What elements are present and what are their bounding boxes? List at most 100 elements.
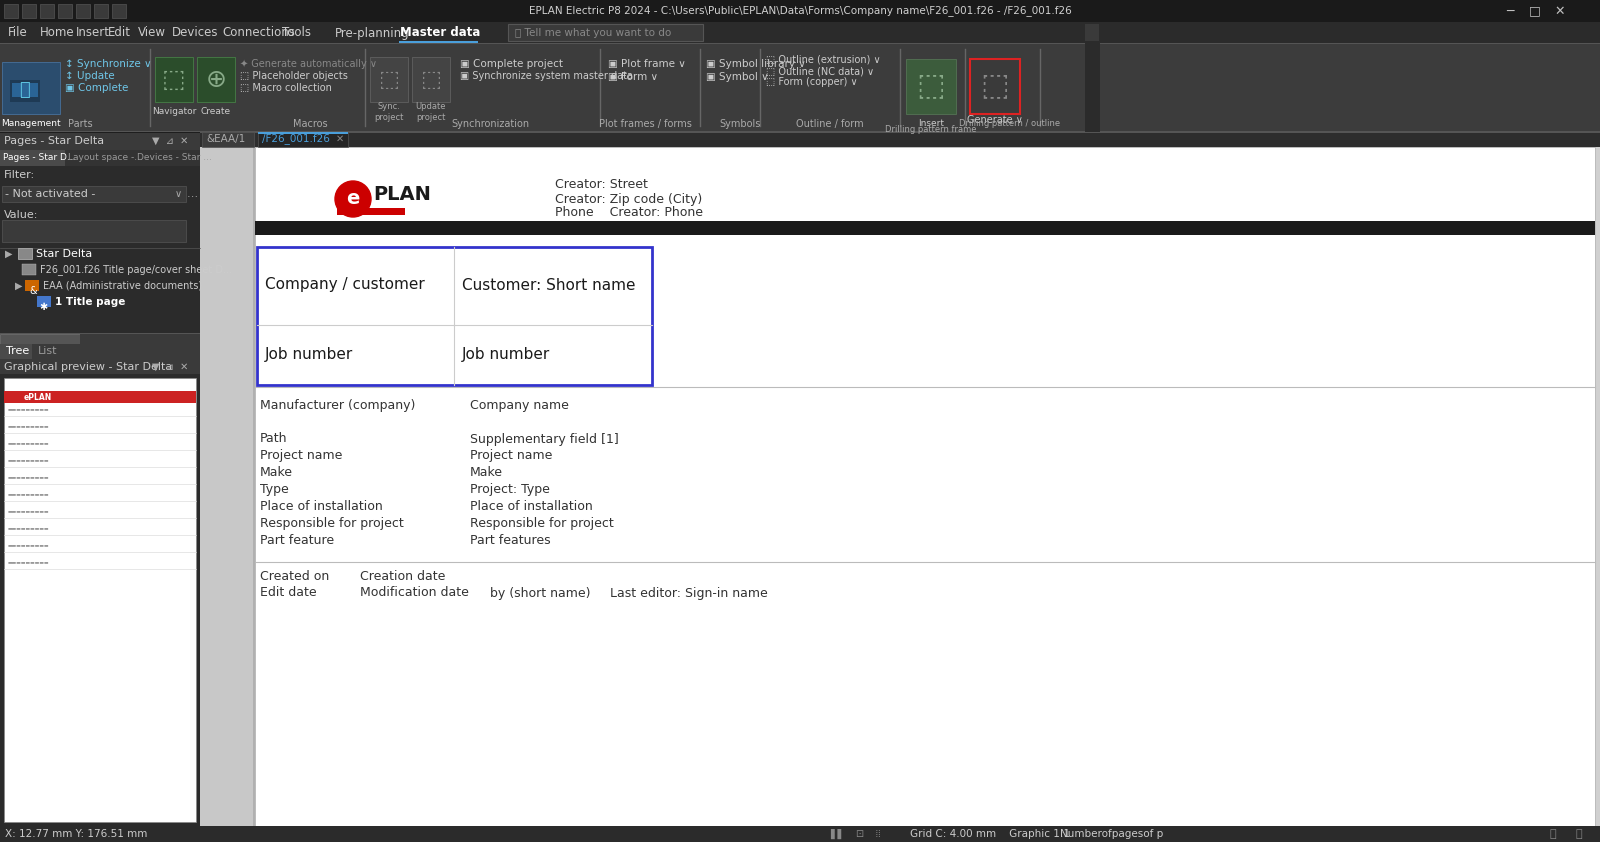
Bar bbox=[200, 147, 1600, 826]
Text: ▣ Plot frame ∨: ▣ Plot frame ∨ bbox=[608, 59, 686, 69]
Text: Master data: Master data bbox=[400, 26, 480, 40]
Text: ▣ Form ∨: ▣ Form ∨ bbox=[608, 72, 658, 82]
Bar bbox=[155, 57, 194, 102]
Text: ▬▬▬▬▬▬▬▬▬: ▬▬▬▬▬▬▬▬▬ bbox=[8, 559, 50, 564]
Text: e: e bbox=[346, 189, 360, 209]
Text: 🔍: 🔍 bbox=[1574, 829, 1582, 839]
Text: Layout space -...: Layout space -... bbox=[67, 153, 142, 163]
Text: Devices: Devices bbox=[173, 26, 219, 40]
Bar bbox=[258, 132, 349, 147]
Bar bbox=[413, 57, 450, 102]
Text: ▣ Symbol library ∨: ▣ Symbol library ∨ bbox=[706, 59, 806, 69]
Text: Graphical preview - Star Delta: Graphical preview - Star Delta bbox=[3, 362, 173, 372]
Bar bbox=[509, 24, 702, 41]
Text: ⬚ Outline (extrusion) ∨: ⬚ Outline (extrusion) ∨ bbox=[766, 55, 880, 65]
Text: ▣ Complete: ▣ Complete bbox=[66, 83, 128, 93]
Text: Devices - Star ...: Devices - Star ... bbox=[138, 153, 211, 163]
Bar bbox=[10, 80, 40, 102]
Text: Company / customer: Company / customer bbox=[266, 278, 424, 292]
Text: ⬚: ⬚ bbox=[421, 70, 442, 90]
Text: ✕: ✕ bbox=[1555, 4, 1565, 18]
Text: Last editor: Sign-in name: Last editor: Sign-in name bbox=[610, 587, 768, 600]
Text: ▌▌: ▌▌ bbox=[830, 829, 845, 839]
Text: /F26_001.f26: /F26_001.f26 bbox=[262, 134, 330, 145]
Text: Path: Path bbox=[259, 433, 288, 445]
Text: Plot frames / forms: Plot frames / forms bbox=[598, 119, 691, 129]
Text: Home: Home bbox=[40, 26, 75, 40]
Text: Edit: Edit bbox=[109, 26, 131, 40]
Text: View: View bbox=[138, 26, 166, 40]
Text: Tools: Tools bbox=[282, 26, 310, 40]
Text: ▬▬▬▬▬▬▬▬▬: ▬▬▬▬▬▬▬▬▬ bbox=[8, 542, 50, 547]
Text: ▬▬▬▬▬▬▬▬▬: ▬▬▬▬▬▬▬▬▬ bbox=[8, 509, 50, 514]
Bar bbox=[0, 334, 80, 344]
Text: by (short name): by (short name) bbox=[490, 587, 590, 600]
Text: ▬▬▬▬▬▬▬▬▬: ▬▬▬▬▬▬▬▬▬ bbox=[8, 407, 50, 412]
Text: ✦ Generate automatically ∨: ✦ Generate automatically ∨ bbox=[240, 59, 378, 69]
Text: Drilling pattern frame: Drilling pattern frame bbox=[885, 125, 976, 134]
Text: □: □ bbox=[1530, 4, 1541, 18]
Text: Edit date: Edit date bbox=[259, 587, 317, 600]
Text: Phone    Creator: Phone: Phone Creator: Phone bbox=[555, 206, 702, 220]
Text: Pages - Star Delta: Pages - Star Delta bbox=[3, 136, 104, 146]
Text: ▣ Synchronize system master data: ▣ Synchronize system master data bbox=[461, 71, 634, 81]
Bar bbox=[202, 132, 254, 147]
Text: ▬▬▬▬▬▬▬▬▬: ▬▬▬▬▬▬▬▬▬ bbox=[8, 492, 50, 497]
Bar bbox=[258, 247, 653, 385]
Bar bbox=[22, 4, 35, 18]
Bar bbox=[197, 57, 235, 102]
Bar bbox=[26, 280, 38, 291]
Bar bbox=[0, 150, 200, 166]
Text: ⬚: ⬚ bbox=[162, 68, 186, 92]
Text: &EAA/1: &EAA/1 bbox=[206, 134, 245, 144]
Bar bbox=[398, 41, 478, 43]
Text: EPLAN Electric P8 2024 - C:\Users\Public\EPLAN\Data\Forms\Company name\F26_001.f: EPLAN Electric P8 2024 - C:\Users\Public… bbox=[528, 6, 1072, 17]
Text: Management: Management bbox=[2, 120, 61, 129]
Bar bbox=[200, 132, 1600, 147]
Text: Job number: Job number bbox=[266, 348, 354, 363]
Text: Create: Create bbox=[202, 108, 230, 116]
Text: Symbols: Symbols bbox=[720, 119, 760, 129]
Bar bbox=[37, 296, 51, 307]
Text: Job number: Job number bbox=[462, 348, 550, 363]
Text: Update
project: Update project bbox=[416, 102, 446, 122]
Bar bbox=[0, 0, 1600, 22]
Text: Sync.
project: Sync. project bbox=[374, 102, 403, 122]
Bar bbox=[0, 359, 200, 374]
Text: ─: ─ bbox=[1506, 4, 1514, 18]
Text: ▬▬▬▬▬▬▬▬▬: ▬▬▬▬▬▬▬▬▬ bbox=[8, 525, 50, 530]
Text: Make: Make bbox=[470, 466, 502, 479]
Text: Project: Type: Project: Type bbox=[470, 483, 550, 497]
Text: ⬚: ⬚ bbox=[379, 70, 400, 90]
Bar bbox=[970, 59, 1021, 114]
Bar bbox=[3, 378, 195, 822]
Text: Created on: Created on bbox=[259, 569, 330, 583]
Text: ∨: ∨ bbox=[174, 189, 182, 199]
Text: PLAN: PLAN bbox=[373, 185, 430, 205]
Bar bbox=[0, 147, 200, 826]
Bar bbox=[77, 4, 90, 18]
Text: ↕ Synchronize ∨: ↕ Synchronize ∨ bbox=[66, 59, 152, 69]
Text: F26_001.f26 Title page/cover sheet D...: F26_001.f26 Title page/cover sheet D... bbox=[40, 264, 232, 275]
Bar bbox=[254, 221, 1595, 235]
Text: Supplementary field [1]: Supplementary field [1] bbox=[470, 433, 619, 445]
Bar bbox=[0, 133, 200, 150]
Text: Type: Type bbox=[259, 483, 288, 497]
Text: Part features: Part features bbox=[470, 535, 550, 547]
Bar bbox=[0, 333, 200, 334]
Bar bbox=[200, 147, 254, 826]
Text: Star Delta: Star Delta bbox=[35, 249, 93, 259]
Text: Make: Make bbox=[259, 466, 293, 479]
Text: ⬚ Placeholder objects: ⬚ Placeholder objects bbox=[240, 71, 347, 81]
Text: ⊡: ⊡ bbox=[854, 829, 862, 839]
Bar bbox=[906, 59, 957, 114]
Bar bbox=[0, 344, 200, 359]
Text: File: File bbox=[8, 26, 27, 40]
Bar bbox=[0, 43, 1600, 44]
Circle shape bbox=[334, 181, 371, 217]
Text: ▼  ⊿  ✕: ▼ ⊿ ✕ bbox=[152, 362, 189, 372]
Text: ✕: ✕ bbox=[336, 134, 344, 144]
Text: 1 Title page: 1 Title page bbox=[54, 297, 125, 307]
Bar bbox=[2, 220, 186, 242]
Bar bbox=[1085, 43, 1101, 132]
